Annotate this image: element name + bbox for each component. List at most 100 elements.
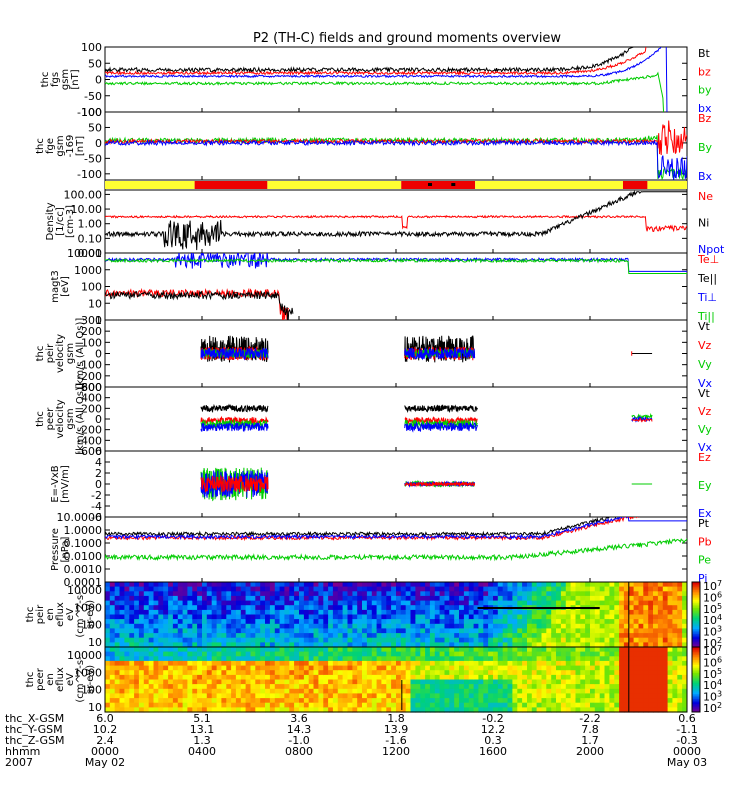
y-tick-label: 100.00 bbox=[64, 188, 103, 201]
heatmap-cell bbox=[182, 595, 188, 602]
heatmap-cell bbox=[609, 647, 615, 653]
heatmap-cell bbox=[604, 707, 610, 713]
heatmap-cell bbox=[609, 665, 615, 671]
heatmap-cell bbox=[527, 637, 533, 643]
heatmap-cell bbox=[294, 582, 300, 588]
heatmap-cell bbox=[391, 582, 397, 588]
heatmap-cell bbox=[303, 595, 310, 602]
heatmap-cell bbox=[347, 660, 353, 667]
heatmap-cell bbox=[497, 674, 504, 681]
heatmap-cell bbox=[245, 660, 251, 667]
heatmap-cell bbox=[536, 670, 542, 676]
heatmap-cell bbox=[400, 693, 407, 699]
heatmap-cell bbox=[556, 619, 562, 625]
heatmap-cell bbox=[231, 651, 237, 657]
heatmap-cell bbox=[614, 651, 620, 657]
heatmap-cell bbox=[182, 684, 188, 690]
heatmap-cell bbox=[172, 619, 179, 625]
heatmap-cell bbox=[527, 665, 533, 671]
heatmap-cell bbox=[396, 619, 402, 625]
heatmap-cell bbox=[590, 582, 596, 588]
heatmap-cell bbox=[604, 674, 610, 681]
heatmap-cell bbox=[124, 702, 130, 708]
heatmap-cell bbox=[357, 684, 363, 690]
heatmap-cell bbox=[531, 656, 538, 662]
heatmap-cell bbox=[235, 614, 242, 620]
heatmap-cell bbox=[667, 656, 673, 662]
heatmap-cell bbox=[429, 698, 436, 704]
heatmap-cell bbox=[318, 656, 324, 662]
colorbar-cell bbox=[692, 632, 700, 635]
heatmap-cell bbox=[284, 633, 290, 639]
heatmap-cell bbox=[546, 660, 552, 667]
colorbar-cell bbox=[692, 703, 700, 706]
heatmap-cell bbox=[221, 623, 227, 629]
heatmap-cell bbox=[551, 651, 557, 657]
heatmap-cell bbox=[197, 642, 203, 648]
heatmap-cell bbox=[531, 660, 538, 667]
y-tick-label: 10000 bbox=[67, 584, 102, 597]
heatmap-cell bbox=[425, 665, 431, 671]
heatmap-cell bbox=[328, 698, 334, 704]
heatmap-cell bbox=[638, 586, 644, 592]
heatmap-cell bbox=[677, 684, 683, 690]
heatmap-cell bbox=[468, 623, 475, 629]
heatmap-cell bbox=[648, 702, 654, 708]
heatmap-cell bbox=[609, 651, 615, 657]
heatmap-cell bbox=[599, 693, 606, 699]
heatmap-cell bbox=[279, 619, 285, 625]
heatmap-cell bbox=[648, 609, 654, 616]
heatmap-cell bbox=[381, 698, 387, 704]
heatmap-cell bbox=[206, 679, 213, 685]
heatmap-cell bbox=[463, 591, 470, 597]
colorbar-cell bbox=[692, 617, 700, 620]
heatmap-cell bbox=[138, 698, 145, 704]
heatmap-cell bbox=[357, 656, 363, 662]
heatmap-cell bbox=[342, 684, 348, 690]
heatmap-cell bbox=[405, 605, 412, 611]
heatmap-cell bbox=[163, 628, 169, 634]
heatmap-cell bbox=[493, 582, 499, 588]
heatmap-cell bbox=[148, 674, 155, 681]
heatmap-cell bbox=[371, 619, 378, 625]
heatmap-cell bbox=[517, 642, 523, 648]
heatmap-cell bbox=[143, 605, 150, 611]
heatmap-cell bbox=[396, 684, 402, 690]
heatmap-cell bbox=[221, 628, 227, 634]
heatmap-cell bbox=[308, 647, 315, 653]
series-bt bbox=[105, 47, 636, 74]
series-pt bbox=[105, 517, 617, 538]
heatmap-cell bbox=[202, 707, 208, 713]
heatmap-cell bbox=[570, 582, 576, 588]
heatmap-cell bbox=[337, 684, 344, 690]
heatmap-cell bbox=[512, 665, 518, 671]
heatmap-cell bbox=[279, 679, 285, 685]
heatmap-cell bbox=[575, 670, 581, 676]
colorbar-cell bbox=[692, 627, 700, 630]
heatmap-cell bbox=[473, 665, 479, 671]
heatmap-cell bbox=[517, 656, 523, 662]
heatmap-cell bbox=[405, 637, 412, 643]
heatmap-cell bbox=[294, 614, 300, 620]
heatmap-cell bbox=[366, 684, 373, 690]
heatmap-cell bbox=[517, 693, 523, 699]
heatmap-cell bbox=[405, 582, 412, 588]
heatmap-cell bbox=[143, 642, 150, 648]
heatmap-cell bbox=[628, 665, 635, 671]
heatmap-cell bbox=[202, 679, 208, 685]
heatmap-cell bbox=[429, 674, 436, 681]
heatmap-cell bbox=[299, 698, 305, 704]
heatmap-cell bbox=[677, 614, 683, 620]
heatmap-cell bbox=[454, 693, 460, 699]
heatmap-cell bbox=[488, 595, 494, 602]
heatmap-cell bbox=[429, 670, 436, 676]
heatmap-cell bbox=[371, 614, 378, 620]
heatmap-cell bbox=[148, 637, 155, 643]
heatmap-cell bbox=[308, 586, 315, 592]
heatmap-cell bbox=[473, 633, 479, 639]
heatmap-cell bbox=[541, 707, 547, 713]
colorbar-cell bbox=[692, 621, 700, 624]
heatmap-cell bbox=[260, 688, 266, 694]
heatmap-cell bbox=[585, 642, 591, 648]
heatmap-cell bbox=[580, 651, 586, 657]
